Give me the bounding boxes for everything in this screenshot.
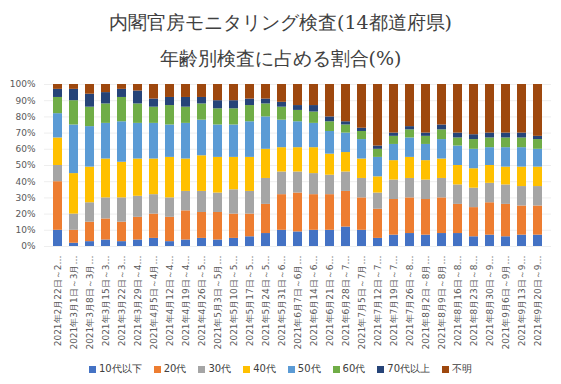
svg-text:100%: 100% [10,79,36,89]
svg-text:90%: 90% [15,96,35,106]
svg-text:2021年9月13日～9…: 2021年9月13日～9… [517,256,527,347]
svg-text:10%: 10% [15,225,35,235]
svg-text:70%: 70% [15,128,35,138]
svg-text:2021年8月2日～8月…: 2021年8月2日～8月… [421,256,431,350]
svg-text:2021年6月7日～6月…: 2021年6月7日～6月… [293,256,303,350]
html-text:70代以上: 70代以上 [387,363,431,374]
html-text:年齢別検査に占める割合(%): 年齢別検査に占める割合(%) [159,47,402,69]
svg-text:60%: 60% [15,144,35,154]
html-text:60代: 60代 [342,363,366,374]
svg-text:2021年9月20日～9…: 2021年9月20日～9… [533,256,543,347]
svg-text:2021年5月10日～5…: 2021年5月10日～5… [229,256,239,347]
html-text:40代: 40代 [253,363,276,374]
html-text:10代以下: 10代以下 [98,363,142,374]
svg-text:2021年2月22日～2…: 2021年2月22日～2… [53,256,63,347]
html-text:内閣官房モニタリング検査(14都道府県): 内閣官房モニタリング検査(14都道府県) [109,11,452,33]
svg-text:2021年4月5日～4月…: 2021年4月5日～4月… [149,256,159,350]
svg-text:2021年7月12日～7…: 2021年7月12日～7… [373,256,383,347]
svg-text:2021年5月24日～5…: 2021年5月24日～5… [261,256,271,347]
svg-text:2021年9月6日～9月…: 2021年9月6日～9月… [501,256,511,350]
html-text:30代: 30代 [208,363,232,374]
svg-text:2021年6月28日～7…: 2021年6月28日～7… [341,256,351,347]
svg-text:2021年8月9日～8月…: 2021年8月9日～8月… [437,256,447,350]
svg-text:2021年8月16日～8…: 2021年8月16日～8… [453,256,463,347]
svg-text:2021年3月1日～3月…: 2021年3月1日～3月… [69,256,79,350]
svg-text:50%: 50% [15,160,35,170]
svg-text:2021年6月14日～6…: 2021年6月14日～6… [309,256,319,347]
svg-text:30%: 30% [15,193,35,203]
svg-text:2021年7月5日～7月…: 2021年7月5日～7月… [357,256,367,350]
html-text:20代: 20代 [163,363,187,374]
html-text:50代: 50代 [297,363,321,374]
svg-text:2021年7月26日～8…: 2021年7月26日～8… [405,256,415,347]
svg-text:2021年4月12日～4…: 2021年4月12日～4… [165,256,175,347]
svg-text:2021年5月3日～5月…: 2021年5月3日～5月… [213,256,223,350]
svg-text:2021年6月21日～6…: 2021年6月21日～6… [325,256,335,347]
svg-text:2021年8月30日～9…: 2021年8月30日～9… [485,256,495,347]
svg-text:2021年7月19日～7…: 2021年7月19日～7… [389,256,399,347]
html-text:不明: 不明 [452,363,473,374]
svg-text:2021年4月19日～4…: 2021年4月19日～4… [181,256,191,347]
svg-text:0%: 0% [21,241,36,251]
svg-text:2021年3月8日～3月…: 2021年3月8日～3月… [85,256,95,350]
svg-text:2021年3月15日～3…: 2021年3月15日～3… [101,256,111,347]
svg-text:2021年4月26日～5…: 2021年4月26日～5… [197,256,207,347]
svg-text:2021年5月31日～6…: 2021年5月31日～6… [277,256,287,347]
svg-text:80%: 80% [15,112,35,122]
svg-text:40%: 40% [15,177,35,187]
svg-text:2021年3月29日～4…: 2021年3月29日～4… [133,256,143,347]
svg-text:2021年3月22日～3…: 2021年3月22日～3… [117,256,127,347]
svg-text:20%: 20% [15,209,35,219]
svg-text:2021年8月23日～8…: 2021年8月23日～8… [469,256,479,347]
svg-text:2021年5月17日～5…: 2021年5月17日～5… [245,256,255,347]
